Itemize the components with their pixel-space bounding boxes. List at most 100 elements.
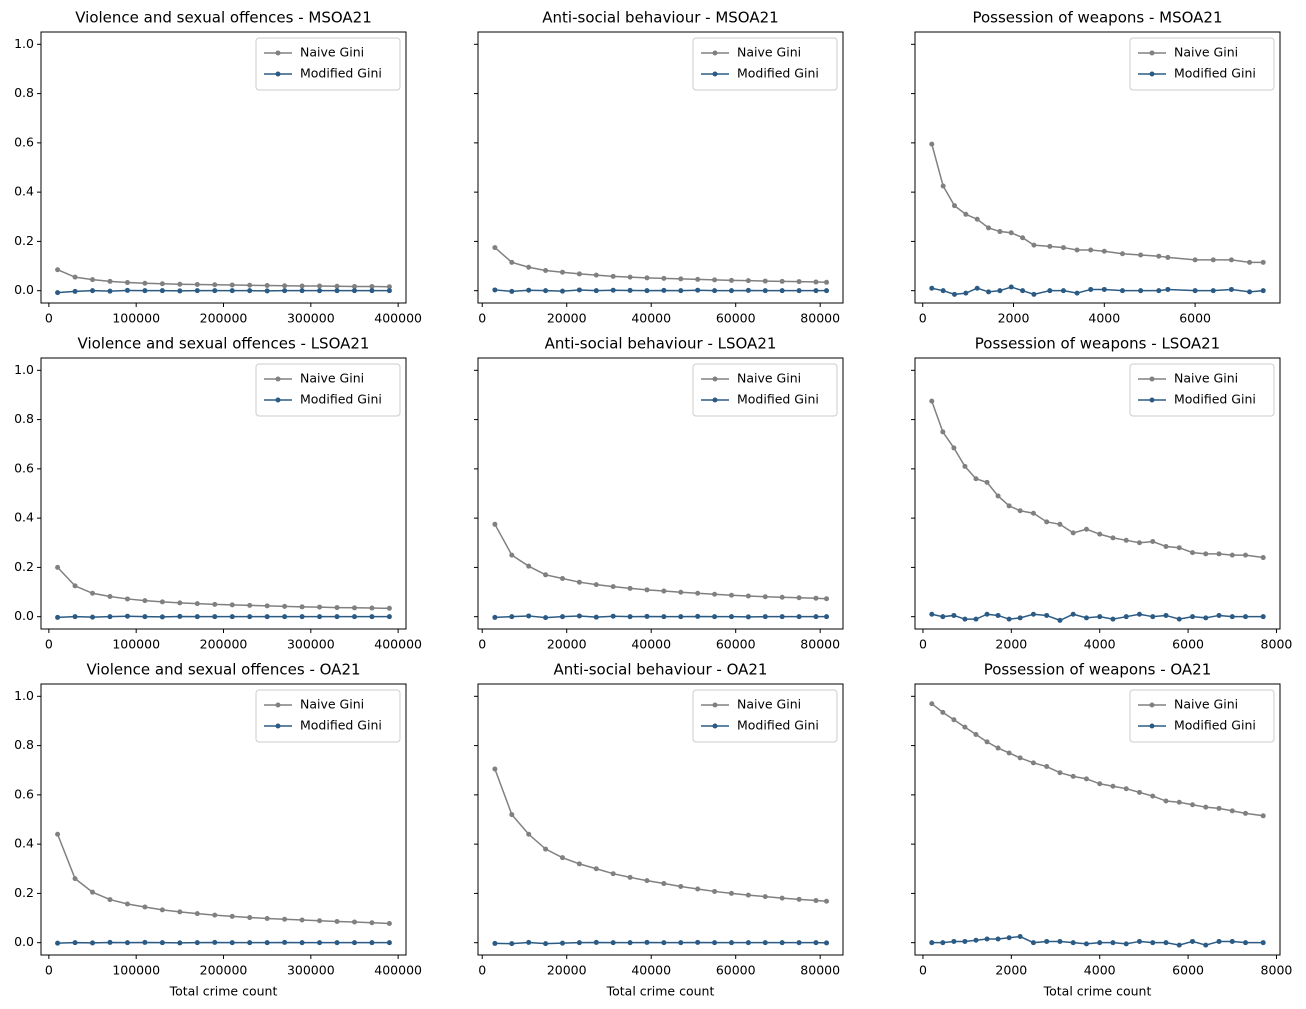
point [1260,614,1266,620]
point [1247,259,1253,265]
point [1136,789,1142,795]
point [644,275,650,281]
point [984,936,990,942]
point [762,278,768,284]
point [159,281,165,287]
point [194,911,200,917]
point [559,614,565,620]
x-tick-label: 20000 [547,637,587,652]
x-tick-label: 40000 [631,963,671,978]
point [1030,940,1036,946]
point [317,940,323,946]
point [661,881,667,887]
x-tick-label: 60000 [716,963,756,978]
point [712,940,718,946]
point [526,264,532,270]
point [712,277,718,283]
x-tick-label: 400000 [374,963,422,978]
point [107,939,113,945]
legend-label: Naive Gini [300,371,364,386]
point [695,276,701,282]
point [984,479,990,485]
point [299,604,305,610]
point [627,614,633,620]
legend-label: Modified Gini [300,392,382,407]
point [1097,531,1103,537]
point [678,940,684,946]
point [728,592,734,598]
subplot: Anti-social behaviour - LSOA21 0 20000 4000… [474,335,844,652]
point [576,287,582,293]
legend-marker [712,50,718,56]
point [1260,813,1266,819]
point [1074,247,1080,253]
point [1006,616,1012,622]
point [1008,284,1014,290]
point [1008,230,1014,236]
x-tick-label: 8000 [1261,963,1293,978]
point [962,616,968,622]
point [593,614,599,620]
point [1176,616,1182,622]
x-tick-label: 2000 [995,963,1027,978]
point [1216,805,1222,811]
point [678,589,684,595]
point [282,939,288,945]
point [627,585,633,591]
point [509,288,515,294]
x-tick-label: 100000 [112,963,160,978]
point [1176,942,1182,948]
point [593,582,599,588]
point [247,282,253,288]
point [212,912,218,918]
point [142,598,148,604]
point [1150,614,1156,620]
point [1138,252,1144,258]
point [177,281,183,287]
point [264,288,270,294]
point [824,940,830,946]
point [644,878,650,884]
point [229,614,235,620]
point [1123,786,1129,792]
point [593,866,599,872]
point [712,288,718,294]
point [951,291,957,297]
point [929,701,935,707]
point [247,940,253,946]
point [1150,539,1156,545]
legend-label: Modified Gini [300,66,382,81]
point [973,616,979,622]
x-tick-label: 300000 [287,637,335,652]
point [678,276,684,282]
point [559,575,565,581]
point [351,605,357,611]
y-tick-label: 0.4 [14,510,34,525]
point [962,724,968,730]
point [610,273,616,279]
x-axis-label: Total crime count [169,984,278,999]
y-tick-label: 0.2 [14,559,34,574]
point [779,594,785,600]
point [1006,503,1012,509]
point [90,889,96,895]
point [929,398,935,404]
point [1070,940,1076,946]
point [1156,253,1162,259]
point [194,940,200,946]
point [644,288,650,294]
point [940,183,946,189]
y-tick-label: 0.4 [14,184,34,199]
point [317,288,323,294]
point [317,283,323,289]
point [72,274,78,280]
legend-marker [1149,723,1155,729]
point [1260,259,1266,265]
subplot-title: Possession of weapons - MSOA21 [972,9,1222,27]
point [334,614,340,620]
point [492,766,498,772]
point [1097,781,1103,787]
y-tick-label: 0.6 [14,134,34,149]
point [317,918,323,924]
point [728,277,734,283]
